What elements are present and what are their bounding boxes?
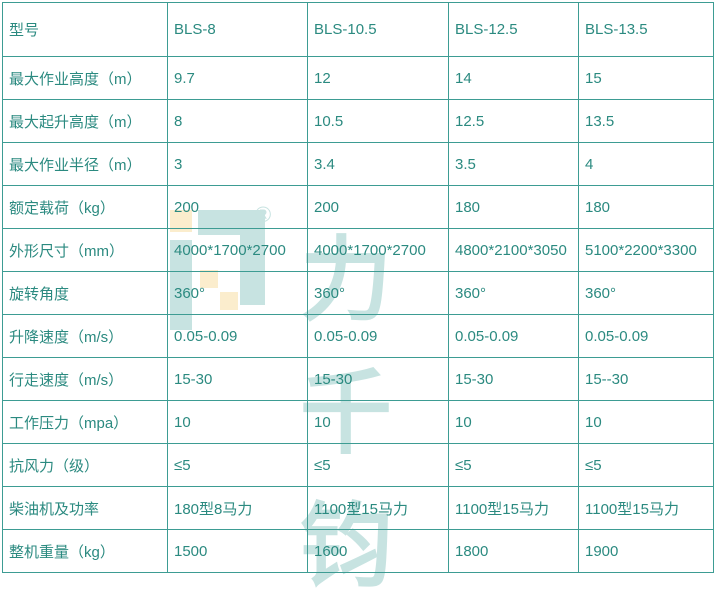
row-label: 工作压力（mpa） [2, 400, 168, 444]
cell: 3 [167, 142, 308, 186]
table-row: 整机重量（kg） 1500 1600 1800 1900 [2, 529, 714, 573]
table-row: 最大起升高度（m） 8 10.5 12.5 13.5 [2, 99, 714, 143]
cell: 1100型15马力 [578, 486, 714, 530]
cell: 1900 [578, 529, 714, 573]
spec-table: 型号 BLS-8 BLS-10.5 BLS-12.5 BLS-13.5 最大作业高度（m）… [2, 2, 714, 573]
cell: 0.05-0.09 [167, 314, 308, 358]
cell: 1600 [307, 529, 449, 573]
cell: 12 [307, 56, 449, 100]
table-row: 工作压力（mpa） 10 10 10 10 [2, 400, 714, 444]
cell: 4 [578, 142, 714, 186]
cell: 13.5 [578, 99, 714, 143]
cell: 360° [167, 271, 308, 315]
table-row: 行走速度（m/s） 15-30 15-30 15-30 15--30 [2, 357, 714, 401]
cell: BLS-13.5 [578, 2, 714, 57]
table-row: 抗风力（级） ≤5 ≤5 ≤5 ≤5 [2, 443, 714, 487]
cell: 10.5 [307, 99, 449, 143]
cell: 1500 [167, 529, 308, 573]
table-row: 柴油机及功率 180型8马力 1100型15马力 1100型15马力 1100型15马力 [2, 486, 714, 530]
row-label: 额定载荷（kg） [2, 185, 168, 229]
cell: 10 [307, 400, 449, 444]
cell: 15-30 [307, 357, 449, 401]
table-row: 旋转角度 360° 360° 360° 360° [2, 271, 714, 315]
row-label: 升降速度（m/s） [2, 314, 168, 358]
cell: 180 [448, 185, 579, 229]
cell: 10 [448, 400, 579, 444]
cell: 4000*1700*2700 [167, 228, 308, 272]
table-row: 升降速度（m/s） 0.05-0.09 0.05-0.09 0.05-0.09 0.05… [2, 314, 714, 358]
cell: 4000*1700*2700 [307, 228, 449, 272]
row-label: 整机重量（kg） [2, 529, 168, 573]
cell: 360° [307, 271, 449, 315]
cell: 3.4 [307, 142, 449, 186]
cell: 15-30 [167, 357, 308, 401]
cell: 1100型15马力 [448, 486, 579, 530]
cell: BLS-10.5 [307, 2, 449, 57]
cell: 10 [578, 400, 714, 444]
row-label: 最大作业高度（m） [2, 56, 168, 100]
table-row: 最大作业半径（m） 3 3.4 3.5 4 [2, 142, 714, 186]
header-row: 型号 BLS-8 BLS-10.5 BLS-12.5 BLS-13.5 [2, 2, 714, 57]
table-row: 最大作业高度（m） 9.7 12 14 15 [2, 56, 714, 100]
table-row: 外形尺寸（mm） 4000*1700*2700 4000*1700*2700 4800… [2, 228, 714, 272]
cell: 9.7 [167, 56, 308, 100]
row-label: 外形尺寸（mm） [2, 228, 168, 272]
row-label: 旋转角度 [2, 271, 168, 315]
cell: 4800*2100*3050 [448, 228, 579, 272]
cell: ≤5 [307, 443, 449, 487]
cell: 200 [307, 185, 449, 229]
cell: 3.5 [448, 142, 579, 186]
cell: BLS-8 [167, 2, 308, 57]
cell: 360° [448, 271, 579, 315]
cell: ≤5 [167, 443, 308, 487]
cell: 14 [448, 56, 579, 100]
cell: 15--30 [578, 357, 714, 401]
cell: 0.05-0.09 [448, 314, 579, 358]
row-label: 行走速度（m/s） [2, 357, 168, 401]
cell: 5100*2200*3300 [578, 228, 714, 272]
cell: ≤5 [578, 443, 714, 487]
cell: 180型8马力 [167, 486, 308, 530]
cell: 0.05-0.09 [578, 314, 714, 358]
cell: 180 [578, 185, 714, 229]
row-label: 柴油机及功率 [2, 486, 168, 530]
cell: 200 [167, 185, 308, 229]
cell: 0.05-0.09 [307, 314, 449, 358]
cell: 360° [578, 271, 714, 315]
cell: 1800 [448, 529, 579, 573]
table-row: 额定载荷（kg） 200 200 180 180 [2, 185, 714, 229]
cell: ≤5 [448, 443, 579, 487]
row-label: 型号 [2, 2, 168, 57]
row-label: 最大作业半径（m） [2, 142, 168, 186]
row-label: 抗风力（级） [2, 443, 168, 487]
cell: 15-30 [448, 357, 579, 401]
cell: 8 [167, 99, 308, 143]
cell: 10 [167, 400, 308, 444]
cell: 15 [578, 56, 714, 100]
cell: 12.5 [448, 99, 579, 143]
cell: 1100型15马力 [307, 486, 449, 530]
row-label: 最大起升高度（m） [2, 99, 168, 143]
cell: BLS-12.5 [448, 2, 579, 57]
